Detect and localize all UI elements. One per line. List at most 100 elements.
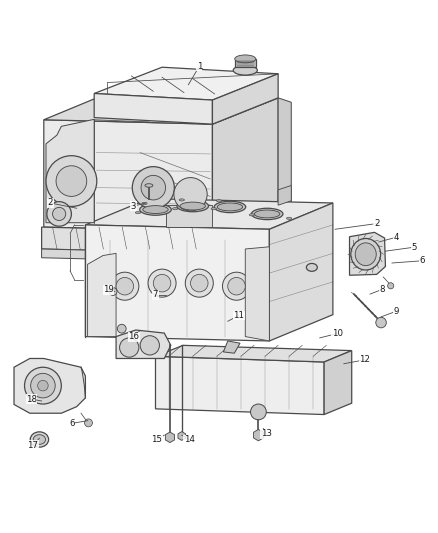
Ellipse shape bbox=[143, 206, 168, 214]
Circle shape bbox=[111, 272, 139, 300]
Text: 15: 15 bbox=[151, 435, 162, 444]
Polygon shape bbox=[278, 185, 291, 205]
Text: 3: 3 bbox=[131, 201, 136, 211]
Text: 4: 4 bbox=[394, 232, 399, 241]
Text: 2: 2 bbox=[48, 198, 53, 207]
Ellipse shape bbox=[254, 210, 280, 218]
Ellipse shape bbox=[177, 200, 208, 212]
Polygon shape bbox=[350, 232, 385, 275]
Circle shape bbox=[148, 269, 176, 297]
Text: 12: 12 bbox=[359, 356, 371, 364]
Circle shape bbox=[376, 317, 386, 328]
Ellipse shape bbox=[217, 203, 243, 211]
Ellipse shape bbox=[179, 199, 184, 201]
Ellipse shape bbox=[30, 432, 49, 447]
Circle shape bbox=[46, 156, 97, 206]
Circle shape bbox=[31, 374, 55, 398]
Text: 13: 13 bbox=[261, 429, 272, 438]
Polygon shape bbox=[155, 356, 324, 415]
Ellipse shape bbox=[135, 212, 141, 214]
Circle shape bbox=[47, 201, 71, 226]
Text: 5: 5 bbox=[411, 243, 417, 252]
Text: 2: 2 bbox=[374, 219, 379, 228]
Circle shape bbox=[153, 274, 171, 292]
Ellipse shape bbox=[216, 200, 222, 202]
Polygon shape bbox=[223, 341, 240, 353]
Ellipse shape bbox=[233, 66, 258, 75]
Text: 10: 10 bbox=[332, 329, 343, 338]
Circle shape bbox=[116, 278, 134, 295]
Polygon shape bbox=[269, 203, 333, 341]
Polygon shape bbox=[155, 345, 352, 362]
Circle shape bbox=[223, 272, 251, 300]
Text: 6: 6 bbox=[419, 256, 424, 265]
Ellipse shape bbox=[286, 217, 292, 220]
Circle shape bbox=[251, 404, 266, 420]
Circle shape bbox=[53, 207, 66, 221]
Polygon shape bbox=[94, 93, 212, 124]
Ellipse shape bbox=[214, 201, 246, 213]
Text: 8: 8 bbox=[380, 285, 385, 294]
Circle shape bbox=[141, 175, 166, 200]
Text: 7: 7 bbox=[153, 290, 158, 300]
Text: 14: 14 bbox=[184, 435, 195, 444]
Polygon shape bbox=[278, 98, 291, 209]
Polygon shape bbox=[166, 205, 212, 227]
Polygon shape bbox=[42, 227, 215, 253]
Polygon shape bbox=[178, 432, 186, 440]
Polygon shape bbox=[215, 205, 280, 253]
Polygon shape bbox=[166, 432, 174, 442]
Polygon shape bbox=[44, 93, 278, 124]
Polygon shape bbox=[212, 98, 278, 231]
Ellipse shape bbox=[145, 184, 153, 187]
Ellipse shape bbox=[180, 202, 205, 210]
Circle shape bbox=[185, 269, 213, 297]
Text: 18: 18 bbox=[26, 395, 37, 403]
Ellipse shape bbox=[355, 243, 376, 265]
Polygon shape bbox=[245, 247, 269, 341]
Polygon shape bbox=[324, 351, 352, 415]
Text: 11: 11 bbox=[233, 311, 244, 320]
Circle shape bbox=[38, 381, 48, 391]
Text: 9: 9 bbox=[394, 306, 399, 316]
Polygon shape bbox=[85, 225, 269, 341]
Circle shape bbox=[85, 419, 92, 427]
Ellipse shape bbox=[235, 55, 256, 63]
Circle shape bbox=[174, 177, 207, 211]
Ellipse shape bbox=[142, 203, 147, 205]
Circle shape bbox=[228, 278, 245, 295]
Polygon shape bbox=[44, 120, 212, 231]
Text: 16: 16 bbox=[128, 332, 139, 341]
Polygon shape bbox=[88, 253, 116, 336]
Text: 1: 1 bbox=[197, 62, 202, 71]
Ellipse shape bbox=[140, 204, 171, 215]
Text: 6: 6 bbox=[70, 419, 75, 428]
Circle shape bbox=[140, 336, 159, 355]
Circle shape bbox=[120, 338, 139, 357]
Ellipse shape bbox=[173, 207, 178, 210]
Ellipse shape bbox=[249, 214, 254, 216]
Text: 17: 17 bbox=[27, 441, 39, 450]
Text: 19: 19 bbox=[103, 285, 114, 294]
Polygon shape bbox=[235, 59, 256, 67]
Circle shape bbox=[56, 166, 87, 197]
Polygon shape bbox=[212, 74, 278, 124]
Ellipse shape bbox=[211, 207, 216, 210]
Circle shape bbox=[109, 287, 117, 295]
Ellipse shape bbox=[251, 208, 283, 220]
Circle shape bbox=[25, 367, 61, 404]
Polygon shape bbox=[116, 330, 171, 359]
Polygon shape bbox=[46, 119, 94, 223]
Ellipse shape bbox=[33, 435, 46, 445]
Ellipse shape bbox=[306, 263, 317, 271]
Circle shape bbox=[388, 282, 394, 289]
Polygon shape bbox=[254, 430, 263, 441]
Circle shape bbox=[191, 274, 208, 292]
Ellipse shape bbox=[351, 238, 381, 270]
Polygon shape bbox=[42, 249, 215, 262]
Polygon shape bbox=[85, 199, 333, 229]
Polygon shape bbox=[14, 359, 85, 413]
Polygon shape bbox=[94, 67, 278, 100]
Circle shape bbox=[117, 324, 126, 333]
Circle shape bbox=[132, 167, 174, 209]
